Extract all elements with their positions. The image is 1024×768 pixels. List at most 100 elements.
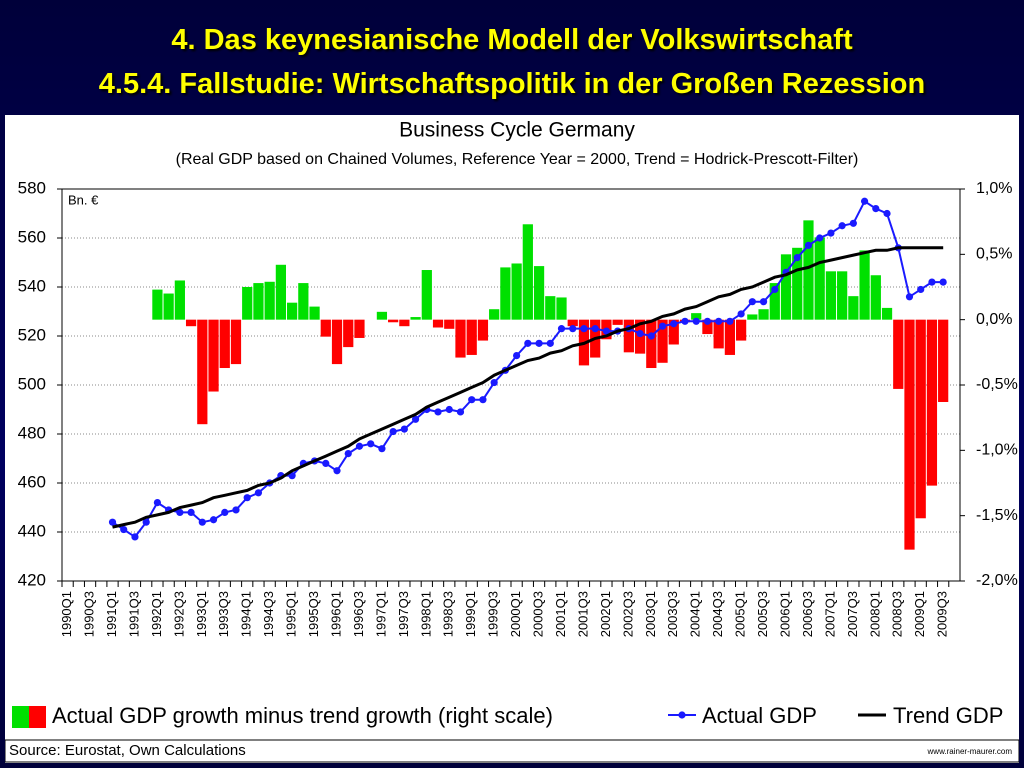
marker [557,325,566,333]
marker [905,293,914,301]
x-tick-label: 1998Q1 [418,591,433,637]
y2-tick-label: -2,0% [976,572,1018,589]
x-tick-label: 2006Q3 [800,591,815,637]
marker [928,278,936,286]
marker [389,427,397,436]
bar [657,319,668,363]
marker [546,339,554,347]
marker [445,405,453,414]
marker [344,450,352,458]
website: www.rainer-maurer.com [927,747,1013,756]
marker [917,285,925,294]
marker [198,518,206,526]
marker [771,285,779,294]
x-tick-label: 2009Q1 [912,591,927,637]
marker [367,440,375,448]
x-tick-label: 2000Q1 [508,591,523,637]
x-tick-label: 2003Q1 [643,591,658,637]
bar [713,319,724,349]
bar [691,313,702,320]
bar [185,319,197,327]
marker [355,442,364,450]
bar [298,283,309,320]
bar [331,319,343,365]
x-tick-label: 1995Q1 [284,591,299,637]
bar [870,275,881,320]
source: Source: Eurostat, Own Calculations [9,742,246,759]
marker [939,278,947,286]
bar [444,319,455,329]
y2-tick-label: 0,5% [976,246,1012,263]
marker [535,339,543,347]
bar [466,319,477,355]
marker [468,396,476,404]
bar [668,319,679,345]
marker [883,209,891,218]
bar [421,270,432,320]
marker [456,408,465,416]
legend-marker [678,711,686,719]
marker [378,445,386,453]
marker [827,229,835,237]
marker [254,489,263,497]
bar [230,319,242,365]
marker [524,339,532,347]
x-tick-label: 2001Q1 [553,591,568,637]
bar [848,296,859,320]
x-tick-label: 1991Q1 [104,591,119,637]
bar [724,319,735,355]
bar [646,319,657,369]
chart-title: Business Cycle Germany [399,119,635,142]
marker [221,508,229,516]
bar [702,319,713,335]
marker [647,332,655,340]
marker [872,205,880,213]
bar [242,287,253,320]
marker [715,317,723,325]
x-tick-label: 1997Q3 [396,591,411,637]
y-tick-label: 560 [18,227,46,246]
bar [477,319,489,341]
marker [153,499,162,507]
marker [120,525,128,534]
marker [569,325,577,333]
marker [322,459,330,467]
marker [681,317,689,325]
marker [636,329,644,338]
marker [692,317,700,325]
marker [759,298,768,306]
marker [479,396,487,404]
bar [623,319,634,353]
bar [915,319,926,519]
bar [511,263,522,320]
y-tick-label: 460 [18,472,46,491]
bar [219,319,230,369]
bar [938,319,949,402]
chart-subtitle: (Real GDP based on Chained Volumes, Refe… [176,151,859,168]
marker [232,506,240,514]
y2-tick-label: -0,5% [976,376,1018,393]
marker [243,494,251,502]
bar [399,319,410,327]
bar [275,264,286,320]
x-tick-label: 1994Q3 [261,591,276,637]
x-tick-label: 2001Q3 [575,591,590,637]
x-tick-label: 1996Q1 [328,591,343,637]
bar [309,306,320,320]
x-tick-label: 1992Q3 [171,591,186,637]
marker [400,425,408,433]
chart: Business Cycle Germany (Real GDP based o… [4,119,1020,763]
bar [253,283,264,320]
x-tick-label: 1992Q1 [149,591,164,637]
legend-label: Actual GDP growth minus trend growth (ri… [52,703,553,728]
x-tick-label: 2005Q1 [733,591,748,637]
marker [411,415,420,423]
marker [602,327,611,335]
marker [142,518,150,526]
x-tick-label: 2004Q1 [688,591,703,637]
y-tick-label: 420 [18,570,46,589]
bar [163,293,174,320]
x-tick-label: 2006Q1 [777,591,792,637]
x-tick-label: 1990Q3 [82,591,97,637]
bar [522,224,533,320]
